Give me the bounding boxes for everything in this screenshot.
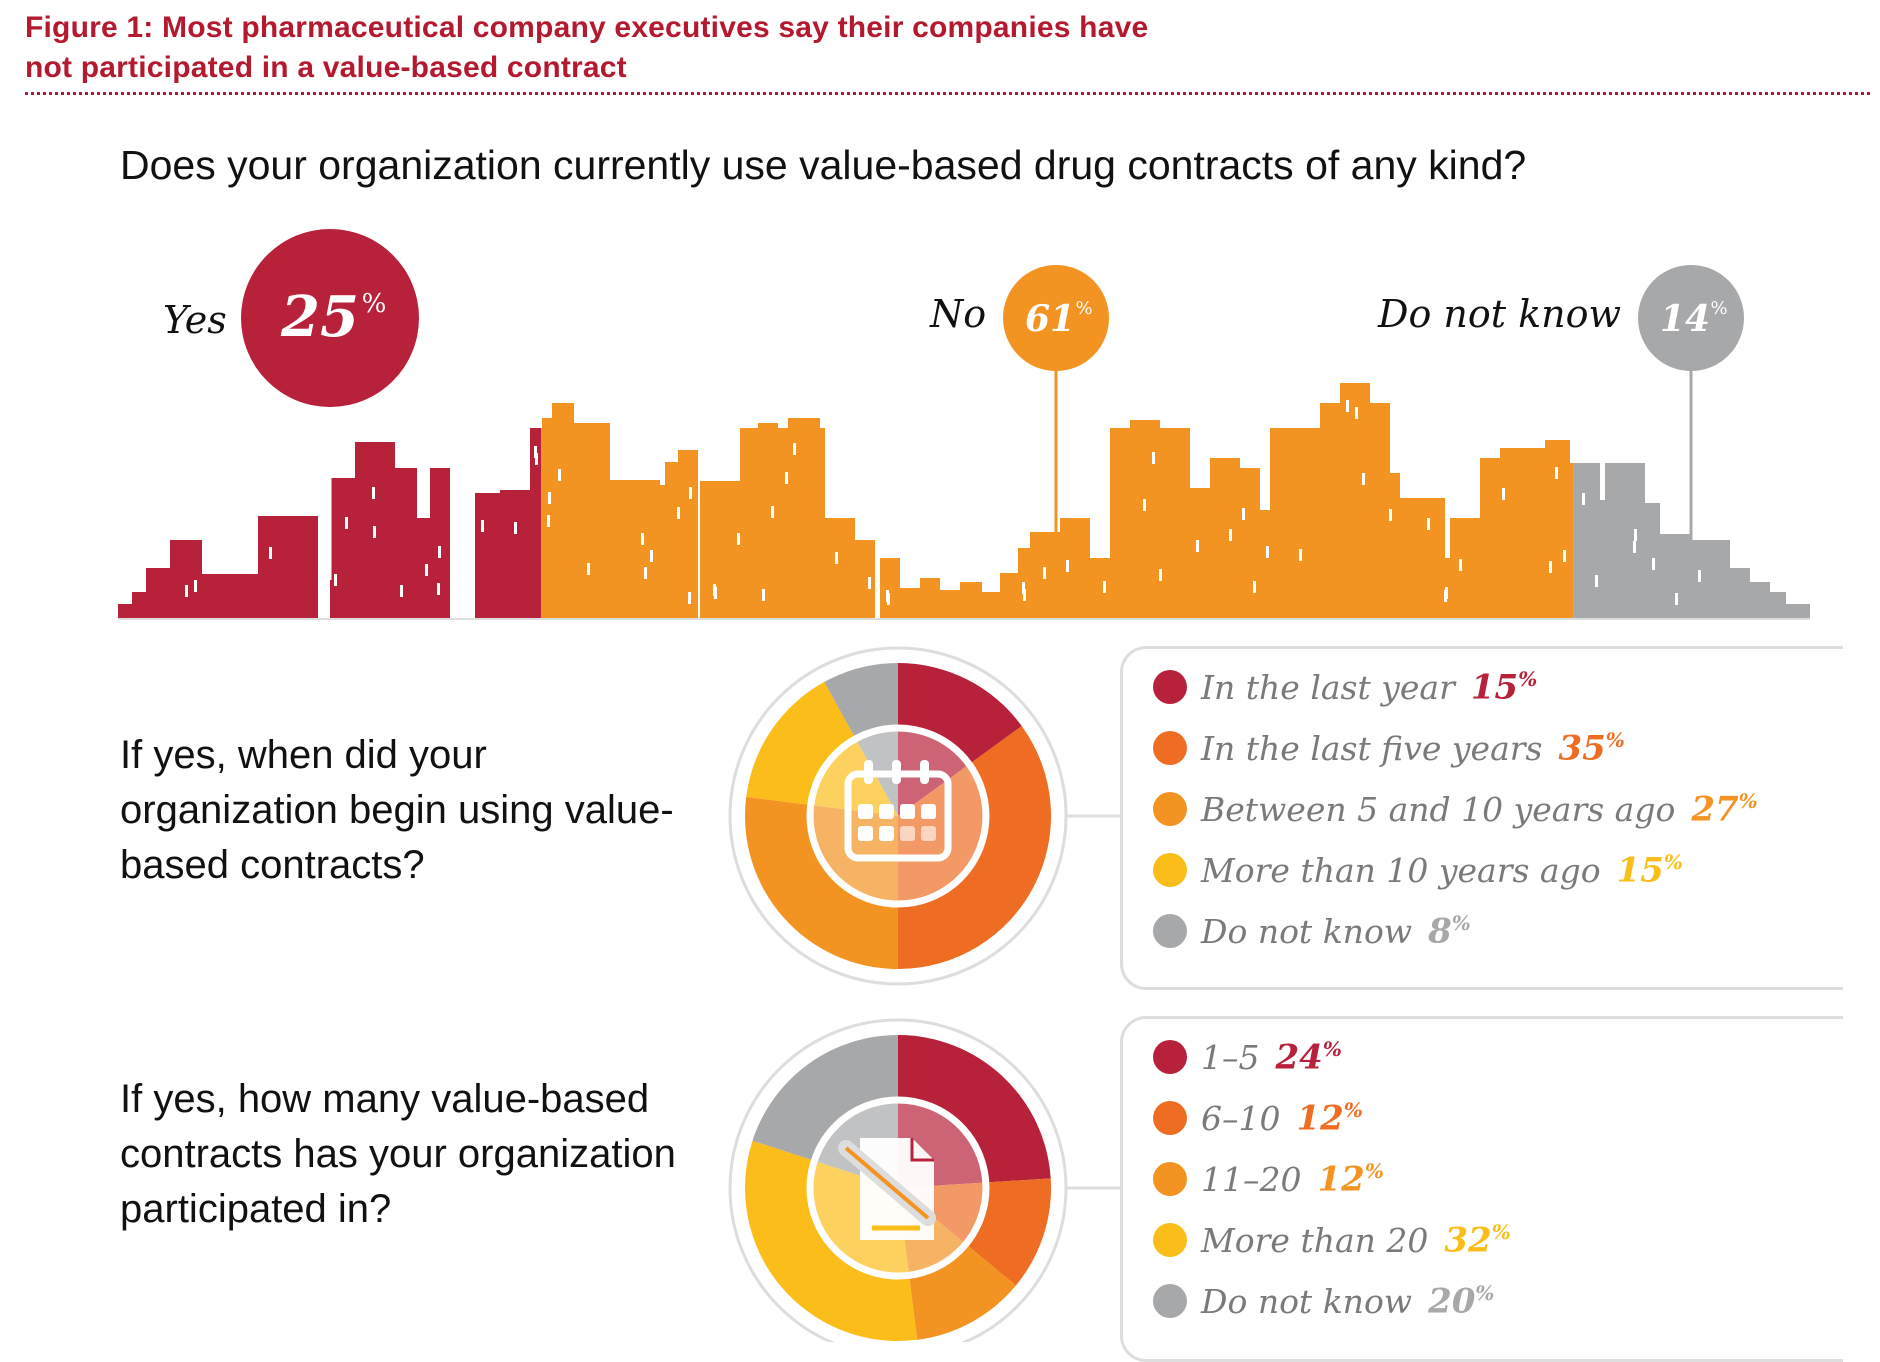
answer-label-no: No — [930, 292, 987, 336]
question-3: If yes, how many value-based contracts h… — [120, 1077, 676, 1231]
legend-item: Do not know 8% — [1153, 911, 1471, 951]
legend-value-number: 24 — [1275, 1037, 1323, 1078]
legend-value-unit: % — [1738, 789, 1758, 813]
legend-label: In the last five years — [1201, 728, 1543, 768]
skyline-windows — [185, 400, 1701, 605]
figure-title-line-2: not participated in a value-based contra… — [25, 51, 627, 84]
legend-label: Do not know — [1201, 1281, 1413, 1321]
legend-value-number: 27 — [1691, 789, 1739, 830]
legend-label: More than 10 years ago — [1201, 850, 1601, 890]
legend-value-number: 12 — [1296, 1098, 1344, 1139]
answer-label-do-not-know: Do not know — [1378, 292, 1622, 336]
legend-label: 6–10 — [1201, 1098, 1281, 1138]
legend-item: More than 10 years ago 15% — [1153, 850, 1683, 890]
legend-swatch — [1153, 914, 1187, 949]
figure-title-line-1: Figure 1: Most pharmaceutical company ex… — [25, 11, 1149, 44]
balloon-value-yes: 25 — [280, 284, 359, 350]
legend-item: 6–10 12% — [1153, 1098, 1363, 1138]
question-1: Does your organization currently use val… — [120, 142, 1527, 188]
legend-value: 35% — [1558, 728, 1624, 768]
legend-item: 11–20 12% — [1153, 1159, 1384, 1199]
legend-swatch — [1153, 1284, 1187, 1319]
legend-value-number: 32 — [1444, 1220, 1492, 1261]
legend-label: 11–20 — [1201, 1159, 1302, 1199]
legend-contract-count: 1–5 24% 6–10 12% 11–20 12% More than 20 32% Do n… — [1120, 1016, 1843, 1362]
legend-value: 32% — [1444, 1220, 1510, 1260]
legend-value-unit: % — [1518, 667, 1538, 691]
donut-slice-0 — [898, 1035, 1051, 1188]
balloon-value-no: 61 — [1025, 298, 1075, 340]
figure-title: Figure 1: Most pharmaceutical company ex… — [25, 8, 1148, 88]
legend-value-number: 12 — [1317, 1159, 1365, 1200]
calendar-icon — [844, 760, 952, 862]
legend-value-unit: % — [1322, 1037, 1342, 1061]
legend-swatch — [1153, 1040, 1187, 1075]
donut-center — [806, 724, 990, 908]
balloon-unit: % — [362, 289, 387, 319]
legend-label: In the last year — [1201, 667, 1455, 707]
legend-value-unit: % — [1451, 911, 1471, 935]
legend-value-unit: % — [1491, 1220, 1511, 1244]
legend-value: 27% — [1691, 789, 1757, 829]
legend-value-number: 15 — [1616, 850, 1664, 891]
legend-value-number: 15 — [1470, 667, 1519, 708]
legend-value: 12% — [1317, 1159, 1383, 1199]
donut-chart-2 — [728, 1018, 1122, 1342]
balloon-no — [1003, 265, 1109, 371]
legend-item: In the last year 15% — [1153, 667, 1537, 707]
legend-value-number: 8 — [1428, 911, 1452, 952]
balloon-unit: % — [1710, 298, 1727, 319]
answer-label-yes: Yes — [163, 298, 227, 342]
legend-value-unit: % — [1475, 1281, 1495, 1305]
dotted-divider — [25, 92, 1870, 95]
balloon-do-not-know — [1638, 265, 1744, 371]
legend-item: Between 5 and 10 years ago 27% — [1153, 789, 1758, 829]
legend-swatch — [1153, 731, 1187, 766]
legend-item: 1–5 24% — [1153, 1037, 1342, 1077]
legend-value-unit: % — [1663, 850, 1683, 874]
donut-slice-3 — [746, 681, 898, 816]
balloon-unit: % — [1075, 298, 1092, 319]
legend-label: 1–5 — [1201, 1037, 1260, 1077]
balloon-value-do-not-know: 14 — [1660, 298, 1710, 340]
legend-swatch — [1153, 1223, 1187, 1258]
legend-swatch — [1153, 1101, 1187, 1136]
legend-value: 15% — [1471, 667, 1537, 707]
legend-value: 12% — [1297, 1098, 1363, 1138]
legend-label: Do not know — [1201, 911, 1413, 951]
legend-start-time: In the last year 15% In the last five year… — [1120, 646, 1843, 990]
legend-label: More than 20 — [1201, 1220, 1429, 1260]
document-pen-icon — [838, 1138, 936, 1240]
legend-value: 15% — [1617, 850, 1683, 890]
legend-swatch — [1153, 1162, 1187, 1197]
legend-swatch — [1153, 792, 1187, 827]
legend-label: Between 5 and 10 years ago — [1201, 789, 1676, 829]
legend-value-number: 35 — [1558, 728, 1606, 769]
legend-value: 8% — [1428, 911, 1471, 951]
legend-value-unit: % — [1343, 1098, 1363, 1122]
balloon-yes — [241, 229, 419, 407]
legend-value: 20% — [1428, 1281, 1494, 1321]
donut-chart-1 — [728, 646, 1122, 986]
legend-value: 24% — [1276, 1037, 1342, 1077]
legend-item: Do not know 20% — [1153, 1281, 1494, 1321]
legend-value-unit: % — [1364, 1159, 1384, 1183]
donut-slice-1 — [898, 726, 1051, 969]
legend-value-unit: % — [1605, 728, 1625, 752]
legend-item: More than 20 32% — [1153, 1220, 1511, 1260]
legend-swatch — [1153, 853, 1187, 888]
question-2: If yes, when did your organization begin… — [120, 733, 674, 887]
legend-value-number: 20 — [1428, 1281, 1476, 1322]
legend-item: In the last five years 35% — [1153, 728, 1625, 768]
legend-swatch — [1153, 670, 1187, 705]
